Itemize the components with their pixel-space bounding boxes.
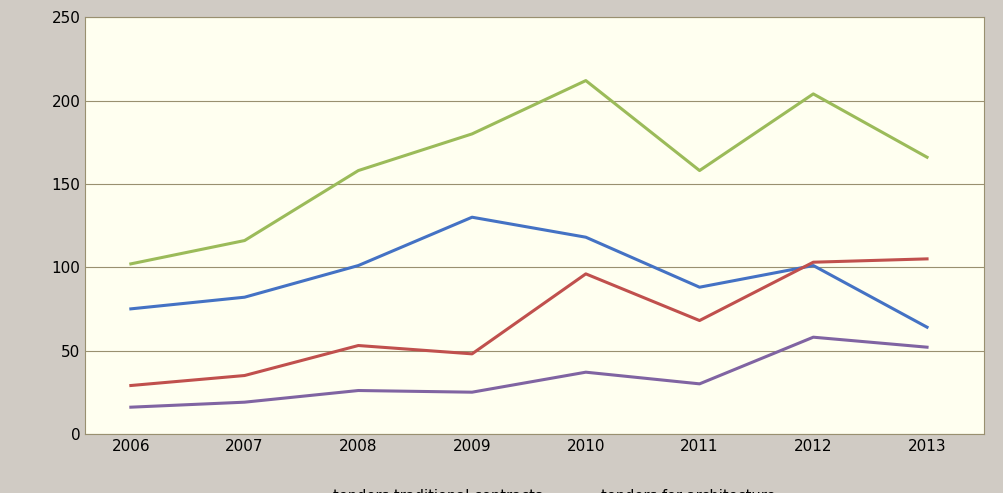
design contests [806, 334, 818, 340]
tenders for architecture [352, 168, 364, 174]
tenders traditional contracts [693, 284, 705, 290]
Line: tenders traditional contracts: tenders traditional contracts [130, 217, 926, 327]
design contests [465, 389, 477, 395]
tenders for architecture [465, 131, 477, 137]
design contests [693, 381, 705, 387]
tenders traditional contracts [352, 263, 364, 269]
design contests [352, 387, 364, 393]
tenders traditional contracts [465, 214, 477, 220]
tenders traditional contracts [920, 324, 932, 330]
tenders integrated contracts [124, 383, 136, 388]
design contests [239, 399, 251, 405]
tenders traditional contracts [239, 294, 251, 300]
Line: tenders for architecture: tenders for architecture [130, 80, 926, 264]
tenders for architecture [124, 261, 136, 267]
tenders traditional contracts [579, 234, 591, 240]
tenders integrated contracts [352, 343, 364, 349]
tenders for architecture [693, 168, 705, 174]
tenders integrated contracts [239, 373, 251, 379]
tenders for architecture [920, 154, 932, 160]
tenders integrated contracts [465, 351, 477, 357]
Line: tenders integrated contracts: tenders integrated contracts [130, 259, 926, 386]
design contests [920, 344, 932, 350]
tenders traditional contracts [124, 306, 136, 312]
tenders integrated contracts [693, 317, 705, 323]
tenders for architecture [806, 91, 818, 97]
tenders traditional contracts [806, 263, 818, 269]
Legend: tenders traditional contracts, tenders integrated contracts, tenders for archite: tenders traditional contracts, tenders i… [288, 483, 780, 493]
design contests [579, 369, 591, 375]
tenders for architecture [239, 238, 251, 244]
design contests [124, 404, 136, 410]
tenders integrated contracts [920, 256, 932, 262]
tenders for architecture [579, 77, 591, 83]
tenders integrated contracts [579, 271, 591, 277]
tenders integrated contracts [806, 259, 818, 265]
Line: design contests: design contests [130, 337, 926, 407]
